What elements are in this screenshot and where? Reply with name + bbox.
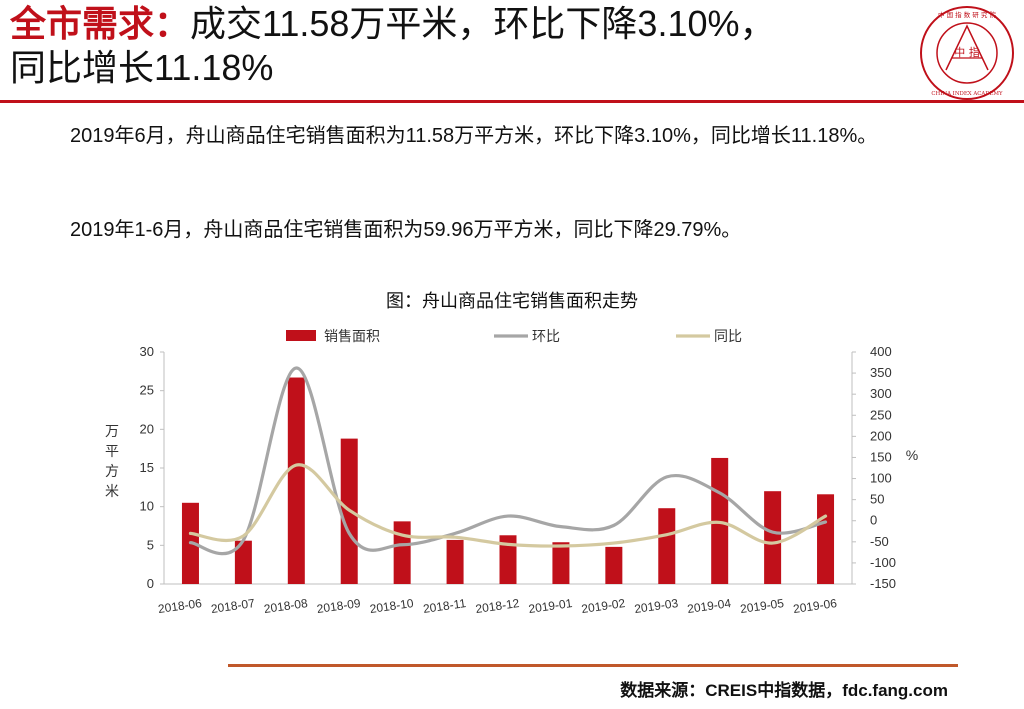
chart-title: 图：舟山商品住宅销售面积走势 — [386, 291, 638, 311]
right-tick-label: 200 — [870, 428, 892, 443]
x-tick-label: 2019-06 — [792, 596, 838, 616]
bar-2019-02 — [605, 546, 623, 584]
right-tick-label: 50 — [870, 492, 884, 507]
right-tick-label: -100 — [870, 555, 896, 570]
x-tick-label: 2019-02 — [581, 596, 627, 616]
left-tick-label: 15 — [140, 460, 154, 475]
right-tick-label: -150 — [870, 576, 896, 591]
left-axis-label-char: 方 — [105, 463, 119, 479]
x-tick-label: 2018-08 — [263, 596, 309, 616]
legend-label: 销售面积 — [324, 328, 380, 344]
legend-label: 同比 — [714, 328, 742, 344]
sales-area-chart: 0 5 10 15 20 25 30 -150 -100 -50 0 50 100 150 200 250 30… — [105, 328, 918, 616]
right-tick-label: -50 — [870, 534, 889, 549]
bar-2019-01 — [552, 542, 570, 584]
data-source: 数据来源：CREIS中指数据，fdc.fang.com — [620, 681, 948, 700]
x-tick-label: 2018-06 — [157, 596, 203, 616]
right-tick-label: 100 — [870, 471, 892, 486]
line-series-yoy — [188, 463, 828, 548]
right-tick-label: 400 — [870, 344, 892, 359]
x-tick-label: 2019-03 — [633, 596, 679, 616]
x-tick-label: 2018-07 — [210, 596, 256, 616]
left-axis-label-char: 万 — [105, 423, 119, 439]
title-divider — [0, 100, 1024, 103]
left-tick-label: 25 — [140, 383, 154, 398]
right-tick-label: 150 — [870, 449, 892, 464]
left-tick-label: 20 — [140, 421, 154, 436]
paragraph-monthly: 2019年6月，舟山商品住宅销售面积为11.58万平方米，环比下降3.10%，同… — [70, 125, 878, 147]
bar-2018-07 — [234, 540, 252, 584]
x-tick-label: 2019-01 — [528, 596, 574, 616]
paragraph-ytd: 2019年1-6月，舟山商品住宅销售面积为59.96万平方米，同比下降29.79… — [70, 219, 742, 241]
left-tick-label: 30 — [140, 344, 154, 359]
x-tick-label: 2018-11 — [422, 596, 467, 616]
right-tick-label: 250 — [870, 407, 892, 422]
left-axis-label-char: 米 — [105, 483, 119, 499]
legend-label: 环比 — [532, 328, 560, 344]
logo-ring-text-en: CHINA INDEX ACADEMY — [931, 91, 1003, 97]
left-tick-label: 10 — [140, 499, 154, 514]
left-tick-label: 0 — [147, 576, 154, 591]
x-tick-label: 2019-05 — [739, 596, 785, 616]
right-tick-label: 350 — [870, 365, 892, 380]
page-title: 全市需求：成交11.58万平米，环比下降3.10%， 同比增长11.18% — [10, 2, 910, 90]
logo-center-text: 中 指 — [954, 45, 980, 59]
page-title-line2: 同比增长11.18% — [10, 47, 274, 88]
bar-2019-03 — [658, 508, 676, 584]
china-index-academy-seal-icon: 中 指 中 国 指 数 研 究 院 CHINA INDEX ACADEMY — [920, 6, 1014, 100]
legend-swatch-bar — [286, 330, 316, 341]
bar-2018-11 — [446, 539, 464, 584]
left-tick-label: 5 — [147, 537, 154, 552]
bar-2018-08 — [287, 377, 305, 584]
logo-ring-text: 中 国 指 数 研 究 院 — [938, 10, 996, 19]
bar-2019-05 — [764, 491, 782, 584]
x-tick-label: 2018-10 — [369, 596, 415, 616]
page-title-line1: 成交11.58万平米，环比下降3.10%， — [190, 3, 776, 44]
bar-2019-06 — [817, 494, 835, 584]
x-tick-label: 2019-04 — [686, 596, 732, 616]
line-series-mom — [188, 366, 828, 556]
right-tick-label: 300 — [870, 386, 892, 401]
page-title-accent: 全市需求： — [10, 3, 191, 44]
footer-divider — [228, 664, 958, 667]
bar-2018-12 — [499, 535, 517, 584]
left-axis-label-char: 平 — [105, 443, 119, 459]
x-tick-label: 2018-12 — [475, 596, 521, 616]
bar-2018-10 — [393, 521, 411, 584]
x-tick-label: 2018-09 — [316, 596, 362, 616]
right-axis-label: % — [906, 447, 918, 463]
right-tick-label: 0 — [870, 513, 877, 528]
